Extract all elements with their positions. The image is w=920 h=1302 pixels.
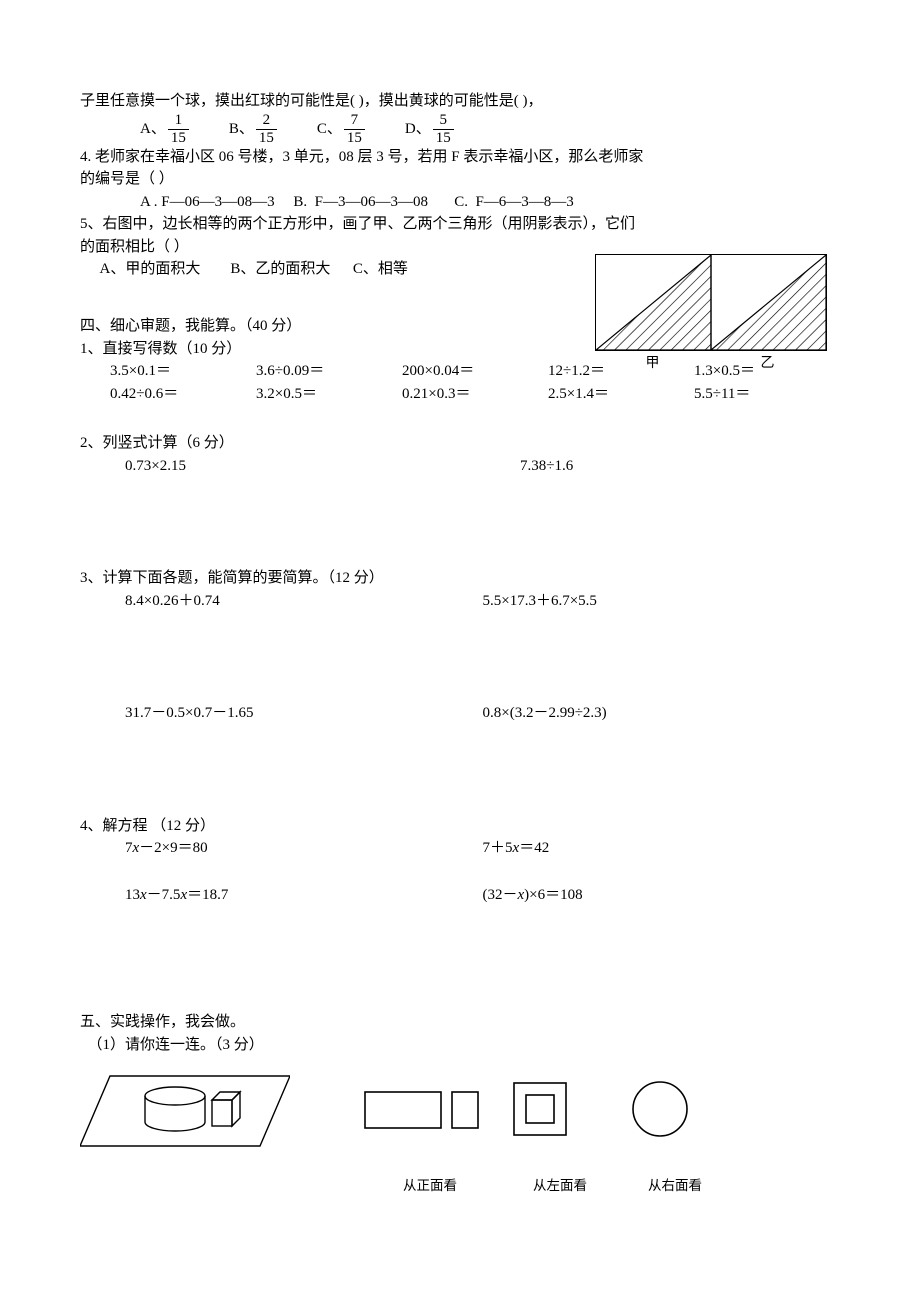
fraction-icon: 5 15 <box>433 113 454 146</box>
mental-calc-row-2: 0.42÷0.6＝ 3.2×0.5＝ 0.21×0.3＝ 2.5×1.4＝ 5.… <box>80 383 840 406</box>
fraction-icon: 1 15 <box>168 113 189 146</box>
views-figure-row <box>80 1066 840 1154</box>
label-right-view: 从右面看 <box>620 1176 730 1196</box>
sec5-title: 五、实践操作，我会做。 <box>80 1011 840 1034</box>
calc-cell: 3.5×0.1＝ <box>80 360 256 383</box>
equation-4: (32－x)×6＝108 <box>483 884 841 907</box>
q3-option-d: D、 5 15 <box>405 113 456 146</box>
q3-option-a: A、 1 15 <box>140 113 191 146</box>
q5-figure-labels: 甲 乙 <box>595 353 825 374</box>
front-view-icon <box>360 1080 490 1140</box>
equation-row-1: 7x－2×9＝80 7＋5x＝42 <box>80 837 840 860</box>
sec4-p2-title: 2、列竖式计算（6 分） <box>80 432 840 455</box>
equation-2: 7＋5x＝42 <box>483 837 841 860</box>
label-front-view: 从正面看 <box>360 1176 500 1196</box>
q3-d-letter: D、 <box>405 118 431 141</box>
sec5-sub: （1）请你连一连。（3 分） <box>80 1034 840 1057</box>
q5-label-right: 乙 <box>710 353 825 374</box>
q3-c-letter: C、 <box>317 118 342 141</box>
q5-label-left: 甲 <box>595 353 710 374</box>
label-left-view: 从左面看 <box>500 1176 620 1196</box>
vertical-calc-2: 7.38÷1.6 <box>445 455 840 478</box>
equation-1: 7x－2×9＝80 <box>80 837 483 860</box>
iso-composite-icon <box>80 1066 290 1154</box>
simplify-row-2: 31.7－0.5×0.7－1.65 0.8×(3.2－2.99÷2.3) <box>80 702 840 725</box>
equation-3: 13x－7.5x＝18.7 <box>80 884 483 907</box>
views-labels-row: 从正面看 从左面看 从右面看 <box>80 1176 840 1196</box>
simplify-4: 0.8×(3.2－2.99÷2.3) <box>483 702 841 725</box>
equation-row-2: 13x－7.5x＝18.7 (32－x)×6＝108 <box>80 884 840 907</box>
calc-cell: 5.5÷11＝ <box>694 383 840 406</box>
q5-text-line1: 5、右图中，边长相等的两个正方形中，画了甲、乙两个三角形（用阴影表示），它们 <box>80 213 840 236</box>
calc-cell: 3.6÷0.09＝ <box>256 360 402 383</box>
q3-b-letter: B、 <box>229 118 254 141</box>
vertical-calc-row: 0.73×2.15 7.38÷1.6 <box>80 455 840 478</box>
triangles-svg <box>596 255 826 350</box>
fraction-icon: 7 15 <box>344 113 365 146</box>
calc-cell: 3.2×0.5＝ <box>256 383 402 406</box>
q5-two-squares <box>595 254 827 351</box>
calc-cell: 200×0.04＝ <box>402 360 548 383</box>
calc-cell: 0.21×0.3＝ <box>402 383 548 406</box>
q4-text-line2: 的编号是（ ） <box>80 168 840 191</box>
q3-a-letter: A、 <box>140 118 166 141</box>
q5-figure: 甲 乙 <box>595 254 835 374</box>
q4-options: A . F—06—3—08—3 B. F—3—06—3—08 C. F—6—3—… <box>80 191 840 214</box>
simplify-1: 8.4×0.26＋0.74 <box>80 590 483 613</box>
simplify-row-1: 8.4×0.26＋0.74 5.5×17.3＋6.7×5.5 <box>80 590 840 613</box>
calc-cell: 0.42÷0.6＝ <box>80 383 256 406</box>
q3-option-c: C、 7 15 <box>317 113 367 146</box>
simplify-2: 5.5×17.3＋6.7×5.5 <box>483 590 841 613</box>
q3-intro-text: 子里任意摸一个球，摸出红球的可能性是( )，摸出黄球的可能性是( )， <box>80 90 840 113</box>
simplify-3: 31.7－0.5×0.7－1.65 <box>80 702 483 725</box>
q3-fraction-options: A、 1 15 B、 2 15 C、 7 15 D、 5 15 <box>80 113 840 146</box>
q4-text-line1: 4. 老师家在幸福小区 06 号楼，3 单元，08 层 3 号，若用 F 表示幸… <box>80 146 840 169</box>
right-view-icon <box>620 1075 700 1145</box>
q3-option-b: B、 2 15 <box>229 113 279 146</box>
vertical-calc-1: 0.73×2.15 <box>80 455 445 478</box>
left-view-icon <box>500 1075 580 1145</box>
calc-cell: 2.5×1.4＝ <box>548 383 694 406</box>
sec4-p3-title: 3、计算下面各题，能简算的要简算。（12 分） <box>80 567 840 590</box>
fraction-icon: 2 15 <box>256 113 277 146</box>
sec4-p4-title: 4、解方程 （12 分） <box>80 815 840 838</box>
